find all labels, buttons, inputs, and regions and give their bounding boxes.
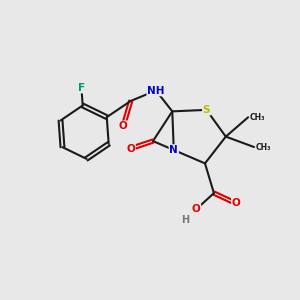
- Text: F: F: [78, 83, 85, 93]
- Text: S: S: [203, 105, 210, 115]
- Text: N: N: [169, 145, 178, 155]
- Text: O: O: [232, 199, 241, 208]
- Text: NH: NH: [147, 85, 165, 96]
- Text: CH₃: CH₃: [250, 113, 265, 122]
- Text: CH₃: CH₃: [256, 142, 271, 152]
- Text: O: O: [192, 204, 200, 214]
- Text: O: O: [126, 143, 135, 154]
- Text: O: O: [119, 121, 128, 131]
- Text: H: H: [182, 215, 190, 225]
